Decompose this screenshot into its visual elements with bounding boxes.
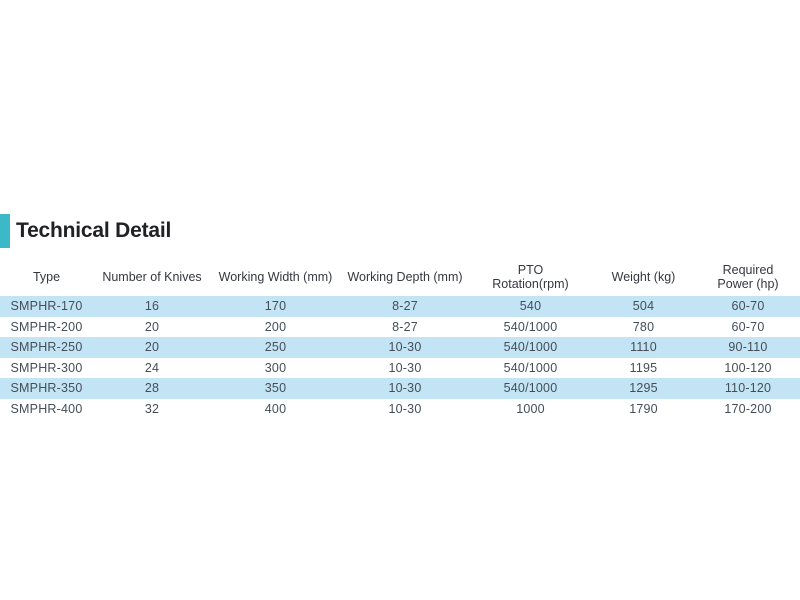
cell-pto-rotation: 540/1000 bbox=[503, 340, 558, 355]
table-row: SMPHR-250 20 250 10-30 540/1000 1110 90-… bbox=[0, 337, 800, 358]
cell-required-power: 100-120 bbox=[724, 360, 772, 375]
table-header: Type Number of Knives Working Width (mm)… bbox=[0, 258, 800, 296]
cell-working-depth: 10-30 bbox=[388, 360, 422, 375]
column-header-weight: Weight (kg) bbox=[611, 269, 676, 284]
cell-working-width: 200 bbox=[264, 319, 287, 334]
cell-working-depth: 10-30 bbox=[388, 381, 422, 396]
cell-pto-rotation: 1000 bbox=[516, 401, 545, 416]
table-row: SMPHR-400 32 400 10-30 1000 1790 170-200 bbox=[0, 398, 800, 419]
cell-type: SMPHR-170 bbox=[10, 299, 83, 314]
cell-knives: 28 bbox=[144, 381, 160, 396]
page-title: Technical Detail bbox=[16, 219, 172, 242]
table-row: SMPHR-350 28 350 10-30 540/1000 1295 110… bbox=[0, 378, 800, 399]
cell-working-width: 350 bbox=[264, 381, 287, 396]
table-row: SMPHR-300 24 300 10-30 540/1000 1195 100… bbox=[0, 357, 800, 378]
title-accent-bar bbox=[0, 214, 10, 248]
cell-knives: 32 bbox=[144, 401, 160, 416]
cell-working-depth: 8-27 bbox=[392, 299, 418, 314]
cell-working-width: 300 bbox=[264, 360, 287, 375]
column-header-type: Type bbox=[32, 269, 61, 284]
cell-knives: 24 bbox=[144, 360, 160, 375]
cell-required-power: 90-110 bbox=[728, 340, 768, 355]
cell-weight: 1790 bbox=[629, 401, 658, 416]
cell-required-power: 170-200 bbox=[724, 401, 772, 416]
cell-weight: 1295 bbox=[629, 381, 658, 396]
column-header-working-width: Working Width (mm) bbox=[218, 269, 333, 284]
column-header-pto-rotation: PTO Rotation(rpm) bbox=[492, 262, 569, 291]
section-header: Technical Detail bbox=[0, 214, 171, 248]
cell-type: SMPHR-350 bbox=[10, 381, 83, 396]
cell-pto-rotation: 540/1000 bbox=[503, 319, 558, 334]
cell-knives: 20 bbox=[144, 340, 160, 355]
cell-type: SMPHR-250 bbox=[10, 340, 83, 355]
table-body: SMPHR-170 16 170 8-27 540 504 60-70 SMPH… bbox=[0, 296, 800, 419]
column-header-required-power: Required Power (hp) bbox=[717, 262, 779, 291]
cell-pto-rotation: 540/1000 bbox=[503, 381, 558, 396]
cell-weight: 1195 bbox=[629, 360, 658, 375]
cell-working-depth: 8-27 bbox=[392, 319, 418, 334]
column-header-working-depth: Working Depth (mm) bbox=[347, 269, 463, 284]
table-row: SMPHR-170 16 170 8-27 540 504 60-70 bbox=[0, 296, 800, 317]
cell-working-width: 400 bbox=[264, 401, 287, 416]
cell-weight: 504 bbox=[632, 299, 655, 314]
cell-pto-rotation: 540 bbox=[519, 299, 542, 314]
cell-type: SMPHR-400 bbox=[10, 401, 83, 416]
header-row: Type Number of Knives Working Width (mm)… bbox=[0, 258, 800, 296]
cell-required-power: 60-70 bbox=[731, 299, 765, 314]
cell-pto-rotation: 540/1000 bbox=[503, 360, 558, 375]
table-row: SMPHR-200 20 200 8-27 540/1000 780 60-70 bbox=[0, 316, 800, 337]
cell-required-power: 60-70 bbox=[731, 319, 765, 334]
cell-required-power: 110-120 bbox=[724, 381, 772, 396]
cell-working-width: 170 bbox=[264, 299, 287, 314]
cell-working-depth: 10-30 bbox=[388, 340, 422, 355]
cell-working-depth: 10-30 bbox=[388, 401, 422, 416]
cell-working-width: 250 bbox=[264, 340, 287, 355]
cell-type: SMPHR-200 bbox=[10, 319, 83, 334]
cell-weight: 1110 bbox=[630, 340, 657, 355]
cell-knives: 16 bbox=[144, 299, 160, 314]
cell-weight: 780 bbox=[632, 319, 655, 334]
cell-knives: 20 bbox=[144, 319, 160, 334]
column-header-knives: Number of Knives bbox=[102, 269, 202, 284]
technical-detail-table: Type Number of Knives Working Width (mm)… bbox=[0, 258, 800, 419]
cell-type: SMPHR-300 bbox=[10, 360, 83, 375]
